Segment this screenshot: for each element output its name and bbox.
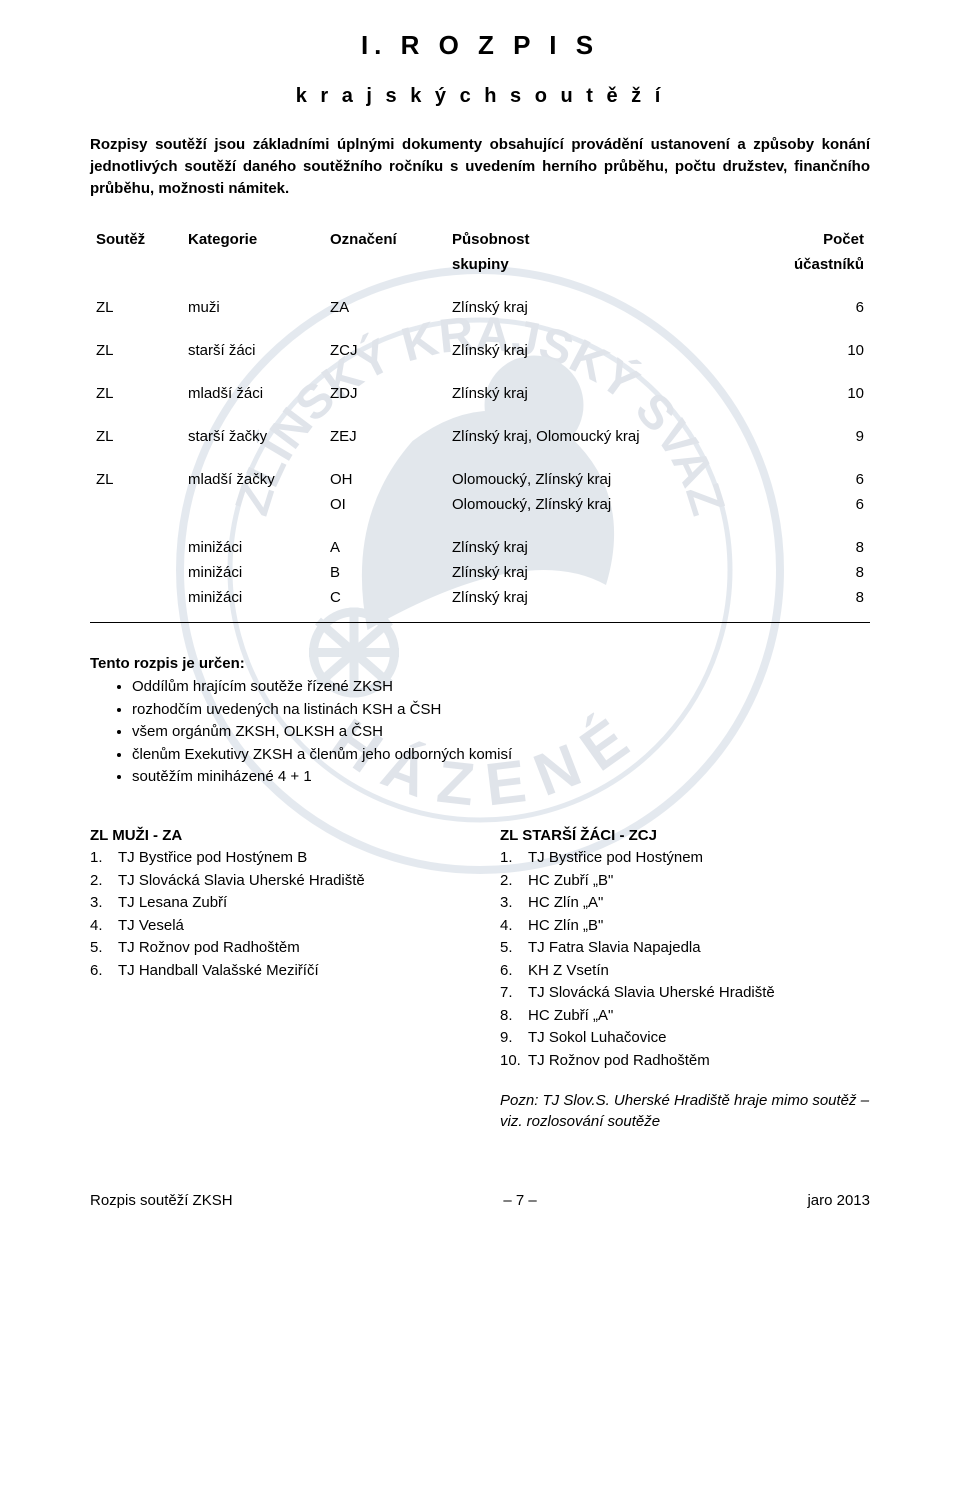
intro-paragraph: Rozpisy soutěží jsou základními úplnými … — [90, 134, 870, 199]
team-line: 6.KH Z Vsetín — [500, 960, 870, 983]
team-line: 2.TJ Slovácká Slavia Uherské Hradiště — [90, 870, 460, 893]
list-item: soutěžím miniházené 4 + 1 — [132, 766, 870, 789]
col-pusobnost: Působnost — [446, 227, 778, 252]
table-row: ZLmužiZAZlínský kraj6 — [90, 295, 870, 320]
team-line: 3.TJ Lesana Zubří — [90, 892, 460, 915]
team-line: 4.HC Zlín „B" — [500, 915, 870, 938]
col-pocet: Počet — [778, 227, 870, 252]
col-kategorie: Kategorie — [182, 227, 324, 252]
table-row: minižáciBZlínský kraj8 — [90, 560, 870, 585]
list-item: členům Exekutivy ZKSH a členům jeho odbo… — [132, 744, 870, 767]
left-column: ZL MUŽI - ZA 1.TJ Bystřice pod Hostýnem … — [90, 817, 460, 1133]
table-row: ZLmladší žačkyOHOlomoucký, Zlínský kraj6 — [90, 467, 870, 492]
team-line: 10.TJ Rožnov pod Radhoštěm — [500, 1050, 870, 1073]
competition-table: Soutěž Kategorie Označení Působnost Poče… — [90, 227, 870, 623]
table-row: ZLmladší žáciZDJZlínský kraj10 — [90, 381, 870, 406]
team-line: 2.HC Zubří „B" — [500, 870, 870, 893]
list-item: všem orgánům ZKSH, OLKSH a ČSH — [132, 721, 870, 744]
list-item: Oddílům hrajícím soutěže řízené ZKSH — [132, 676, 870, 699]
right-col-title: ZL STARŠÍ ŽÁCI - ZCJ — [500, 825, 870, 848]
col-soutez: Soutěž — [90, 227, 182, 252]
team-line: 1.TJ Bystřice pod Hostýnem — [500, 847, 870, 870]
team-line: 1.TJ Bystřice pod Hostýnem B — [90, 847, 460, 870]
team-line: 9.TJ Sokol Luhačovice — [500, 1027, 870, 1050]
team-line: 6.TJ Handball Valašské Meziříčí — [90, 960, 460, 983]
footer-center: – 7 – — [503, 1192, 536, 1209]
team-line: 3.HC Zlín „A" — [500, 892, 870, 915]
table-row: ZLstarší žáciZCJZlínský kraj10 — [90, 338, 870, 363]
team-line: 5.TJ Fatra Slavia Napajedla — [500, 937, 870, 960]
col-oznaceni: Označení — [324, 227, 446, 252]
rozpis-title: Tento rozpis je určen: — [90, 655, 870, 672]
left-col-title: ZL MUŽI - ZA — [90, 825, 460, 848]
page-footer: Rozpis soutěží ZKSH – 7 – jaro 2013 — [90, 1192, 870, 1209]
list-item: rozhodčím uvedených na listinách KSH a Č… — [132, 699, 870, 722]
note-text: Pozn: TJ Slov.S. Uherské Hradiště hraje … — [500, 1090, 870, 1132]
rozpis-list: Oddílům hrajícím soutěže řízené ZKSHrozh… — [90, 676, 870, 789]
table-row: minižáciCZlínský kraj8 — [90, 585, 870, 610]
page-subtitle: k r a j s k ý c h s o u t ě ž í — [90, 85, 870, 108]
table-row: OIOlomoucký, Zlínský kraj6 — [90, 492, 870, 517]
right-column: ZL STARŠÍ ŽÁCI - ZCJ 1.TJ Bystřice pod H… — [500, 817, 870, 1133]
footer-left: Rozpis soutěží ZKSH — [90, 1192, 233, 1209]
team-line: 8.HC Zubří „A" — [500, 1005, 870, 1028]
team-line: 4.TJ Veselá — [90, 915, 460, 938]
team-line: 5.TJ Rožnov pod Radhoštěm — [90, 937, 460, 960]
footer-right: jaro 2013 — [807, 1192, 870, 1209]
table-row: minižáciAZlínský kraj8 — [90, 535, 870, 560]
table-row: ZLstarší žačkyZEJZlínský kraj, Olomoucký… — [90, 424, 870, 449]
page-title: I. R O Z P I S — [90, 30, 870, 61]
team-line: 7.TJ Slovácká Slavia Uherské Hradiště — [500, 982, 870, 1005]
